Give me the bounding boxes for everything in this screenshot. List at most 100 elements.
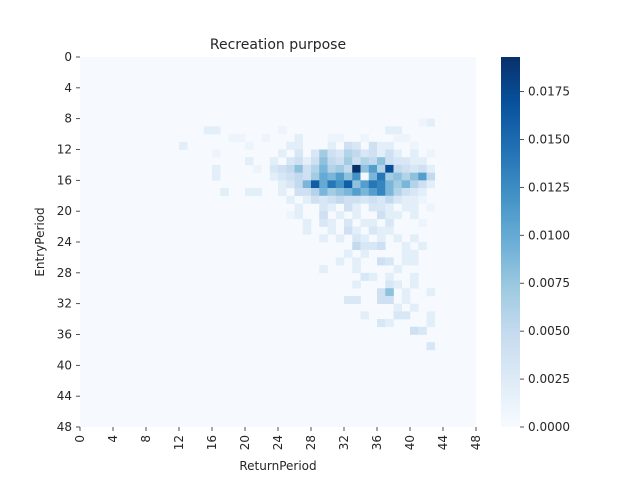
heatmap-cell	[368, 188, 378, 197]
heatmap-cell	[352, 149, 361, 158]
heatmap-cell	[335, 149, 345, 158]
heatmap-cell	[220, 188, 229, 197]
x-tick-label: 32	[337, 435, 351, 450]
heatmap-cell	[401, 195, 411, 204]
heatmap-cell	[228, 134, 238, 143]
heatmap-cell	[385, 126, 394, 135]
x-tick-label: 48	[469, 435, 483, 450]
heatmap-cell	[393, 134, 403, 143]
heatmap-cell	[335, 134, 345, 143]
heatmap-cell	[286, 141, 295, 150]
heatmap-cell	[352, 265, 361, 274]
heatmap-cell	[352, 226, 361, 235]
heatmap-cell	[294, 134, 304, 143]
heatmap-cell	[319, 149, 328, 158]
heatmap-cell	[352, 242, 361, 251]
colorbar-tick-label: 0.0125	[528, 180, 570, 194]
colorbar-tick-label: 0.0025	[528, 372, 570, 386]
heatmap-cell	[335, 234, 345, 243]
heatmap-cell	[410, 272, 419, 281]
heatmap-cell	[385, 203, 394, 212]
heatmap-cell	[344, 249, 353, 258]
heatmap-cell	[360, 218, 370, 227]
heatmap-cell	[385, 188, 394, 197]
heatmap-cell	[327, 180, 337, 189]
y-axis-label: EntryPeriod	[33, 207, 47, 276]
colorbar-tick-label: 0.0050	[528, 324, 570, 338]
heatmap-cell	[327, 157, 337, 166]
heatmap-cell	[410, 141, 419, 150]
heatmap-cell	[368, 180, 378, 189]
heatmap-cell	[385, 280, 394, 289]
heatmap-cell	[269, 164, 279, 173]
heatmap-cell	[245, 157, 254, 166]
heatmap-cell	[360, 149, 370, 158]
heatmap-cell	[385, 319, 394, 328]
heatmap-cell	[311, 157, 320, 166]
heatmap-cell	[377, 164, 386, 173]
heatmap-cell	[352, 180, 361, 189]
heatmap-cell	[294, 180, 304, 189]
x-tick-label: 44	[436, 435, 450, 450]
heatmap-cell	[311, 164, 320, 173]
heatmap-cell	[294, 172, 304, 181]
heatmap-cell	[319, 195, 328, 204]
heatmap-cell	[401, 203, 411, 212]
heatmap-cell	[253, 188, 262, 197]
heatmap-cell	[426, 149, 436, 158]
heatmap-cell	[360, 172, 370, 181]
heatmap-cell	[393, 188, 403, 197]
heatmap-cell	[393, 157, 403, 166]
heatmap-cell	[327, 172, 337, 181]
heatmap-cell	[368, 164, 378, 173]
heatmap-cell	[360, 249, 370, 258]
heatmap-cell	[410, 180, 419, 189]
heatmap-cell	[327, 226, 337, 235]
heatmap-cell	[319, 180, 328, 189]
heatmap-cell	[302, 188, 312, 197]
heatmap-cell	[294, 141, 304, 150]
colorbar: 0.0000 0.0025 0.0050 0.0075 0.0100 0.0125 0.01…	[501, 57, 570, 434]
heatmap-cell	[352, 257, 361, 266]
heatmap-cell	[261, 134, 271, 143]
y-tick-label: 32	[57, 297, 72, 311]
x-tick-label: 0	[73, 435, 87, 443]
heatmap-cell	[401, 188, 411, 197]
y-tick-label: 0	[64, 50, 72, 64]
heatmap-cell	[311, 149, 320, 158]
heatmap-cell	[311, 195, 320, 204]
heatmap-cell	[401, 295, 411, 304]
heatmap-cell	[368, 157, 378, 166]
y-tick-label: 28	[57, 266, 72, 280]
heatmap-cell	[311, 172, 320, 181]
heatmap-cell	[418, 118, 427, 127]
heatmap-cell	[385, 257, 394, 266]
heatmap-cell	[319, 234, 328, 243]
heatmap-cell	[410, 211, 419, 220]
heatmap-cell	[360, 180, 370, 189]
y-tick-label: 40	[57, 358, 72, 372]
heatmap-cell	[377, 319, 386, 328]
y-tick-label: 16	[57, 173, 72, 187]
heatmap-cell	[327, 164, 337, 173]
heatmap-cell	[294, 203, 304, 212]
heatmap-cell	[335, 164, 345, 173]
y-tick-label: 12	[57, 143, 72, 157]
heatmap-cell	[426, 203, 436, 212]
heatmap-cell	[385, 141, 394, 150]
heatmap-cell	[393, 280, 403, 289]
heatmap-cell	[368, 242, 378, 251]
x-tick-label: 16	[205, 435, 219, 450]
heatmap-cell	[212, 164, 221, 173]
chart-title: Recreation purpose	[210, 37, 346, 53]
heatmap-cell	[311, 180, 320, 189]
heatmap-cell	[360, 311, 370, 320]
colorbar-tick-label: 0.0175	[528, 85, 570, 99]
heatmap-cell	[410, 280, 419, 289]
heatmap-cell	[344, 218, 353, 227]
heatmap-cell	[377, 257, 386, 266]
x-tick-label: 24	[271, 435, 285, 450]
heatmap-cell	[377, 157, 386, 166]
y-tick-label: 20	[57, 204, 72, 218]
heatmap-cell	[335, 195, 345, 204]
